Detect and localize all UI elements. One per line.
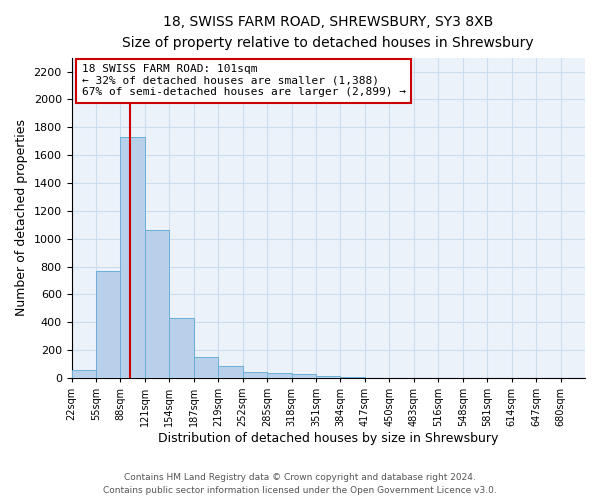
Bar	[169, 318, 194, 378]
Bar	[292, 374, 316, 378]
Bar	[316, 376, 340, 378]
Bar	[340, 376, 365, 378]
Text: Contains HM Land Registry data © Crown copyright and database right 2024.
Contai: Contains HM Land Registry data © Crown c…	[103, 474, 497, 495]
Bar	[194, 357, 218, 378]
X-axis label: Distribution of detached houses by size in Shrewsbury: Distribution of detached houses by size …	[158, 432, 499, 445]
Y-axis label: Number of detached properties: Number of detached properties	[15, 120, 28, 316]
Bar	[121, 137, 145, 378]
Bar	[242, 372, 267, 378]
Title: 18, SWISS FARM ROAD, SHREWSBURY, SY3 8XB
Size of property relative to detached h: 18, SWISS FARM ROAD, SHREWSBURY, SY3 8XB…	[122, 15, 534, 50]
Bar	[96, 270, 121, 378]
Bar	[218, 366, 242, 378]
Bar	[145, 230, 169, 378]
Bar	[71, 370, 96, 378]
Bar	[267, 373, 292, 378]
Text: 18 SWISS FARM ROAD: 101sqm
← 32% of detached houses are smaller (1,388)
67% of s: 18 SWISS FARM ROAD: 101sqm ← 32% of deta…	[82, 64, 406, 98]
